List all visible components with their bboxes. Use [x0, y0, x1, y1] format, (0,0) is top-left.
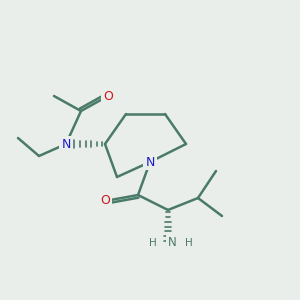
Text: N: N	[145, 155, 155, 169]
Text: N: N	[168, 236, 177, 250]
Text: O: O	[103, 89, 113, 103]
Text: N: N	[61, 137, 71, 151]
Text: H: H	[185, 238, 193, 248]
Text: H: H	[149, 238, 157, 248]
Text: O: O	[100, 194, 110, 208]
